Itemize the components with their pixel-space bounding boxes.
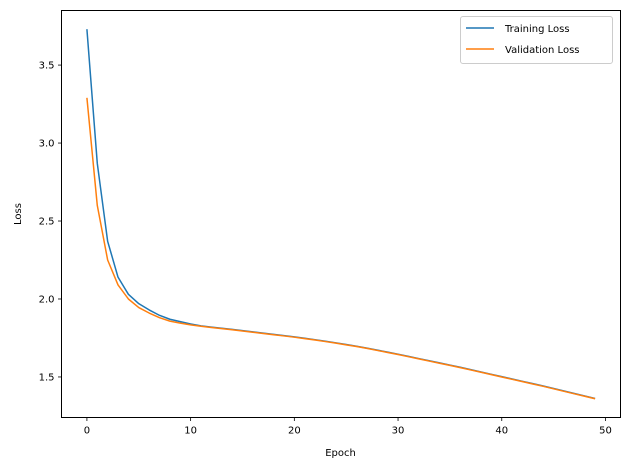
legend-item-validation: Validation Loss [466, 45, 580, 56]
plot-lines [86, 29, 596, 400]
legend-box [460, 16, 613, 64]
x-tick-label: 50 [599, 426, 612, 437]
y-axis-ticks: 1.5 2.0 2.5 3.0 3.5 [39, 61, 62, 383]
validation-loss-line [86, 97, 596, 400]
x-tick-label: 40 [495, 426, 508, 437]
x-tick-label: 10 [184, 426, 197, 437]
x-axis-label: Epoch [325, 448, 356, 459]
x-tick-label: 30 [392, 426, 405, 437]
x-tick-label: 20 [288, 426, 301, 437]
axes-frame [61, 10, 621, 418]
legend-label-validation: Validation Loss [505, 45, 580, 56]
y-tick-label: 2.5 [39, 217, 55, 228]
legend-label-training: Training Loss [504, 24, 570, 35]
legend: Training Loss Validation Loss [460, 16, 613, 64]
y-tick-label: 3.5 [39, 61, 55, 72]
x-tick-label: 0 [84, 426, 90, 437]
x-axis-ticks: 0 10 20 30 40 50 [84, 417, 612, 437]
y-tick-label: 1.5 [39, 372, 55, 383]
legend-item-training: Training Loss [466, 24, 570, 35]
y-tick-label: 2.0 [39, 294, 55, 305]
y-axis-label: Loss [13, 203, 24, 225]
y-tick-label: 3.0 [39, 139, 55, 150]
